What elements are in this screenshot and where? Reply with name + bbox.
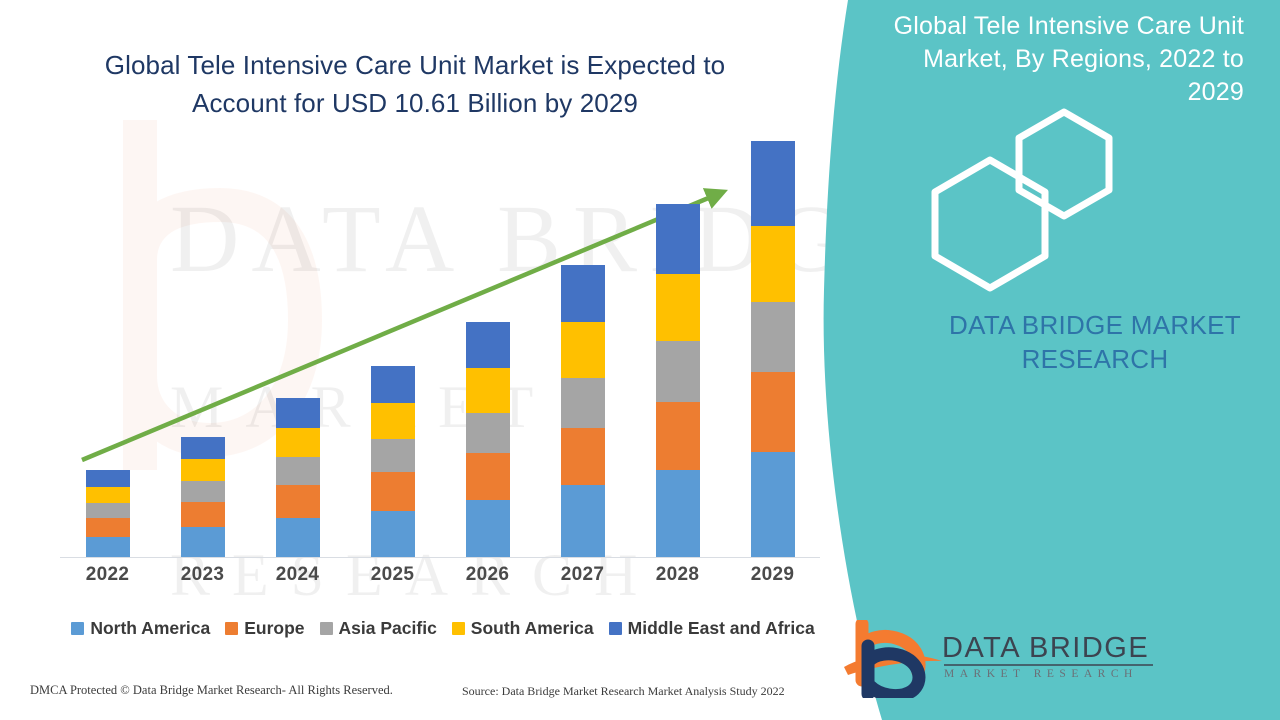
stacked-bar xyxy=(750,140,795,557)
bar-group-2027 xyxy=(535,150,630,557)
bar-group-2022 xyxy=(60,150,155,557)
legend-swatch-icon xyxy=(71,621,85,635)
chart-legend: North America Europe Asia Pacific South Ame… xyxy=(58,616,828,640)
stacked-bar xyxy=(560,264,605,557)
bar-segment xyxy=(370,438,415,472)
logo-divider xyxy=(944,664,1153,666)
legend-item[interactable]: South America xyxy=(451,617,594,639)
bar-segment xyxy=(180,527,225,557)
bar-segment xyxy=(275,457,320,485)
bar-segment xyxy=(85,486,130,504)
legend-swatch-icon xyxy=(319,621,333,635)
bar-segment xyxy=(560,484,605,557)
bar-segment xyxy=(750,451,795,557)
stacked-bar-chart: 2022 2023 2024 2025 2026 2027 2028 2029 xyxy=(60,140,820,585)
bar-segment xyxy=(370,403,415,439)
bar-segment xyxy=(750,301,795,373)
bar-segment xyxy=(750,140,795,226)
bar-segment xyxy=(465,412,510,454)
dmca-notice: DMCA Protected © Data Bridge Market Rese… xyxy=(30,683,393,697)
x-axis-line xyxy=(60,557,820,558)
bar-segment xyxy=(85,536,130,557)
x-axis-label-2024: 2024 xyxy=(275,564,320,585)
bar-segment xyxy=(655,470,700,557)
bar-segment xyxy=(370,510,415,557)
legend-label: North America xyxy=(90,617,211,638)
x-axis-label-2022: 2022 xyxy=(85,564,130,585)
bar-segment xyxy=(85,518,130,537)
bar-group-2023 xyxy=(155,150,250,557)
bar-segment xyxy=(85,470,130,487)
bar-group-2028 xyxy=(630,150,725,557)
bar-segment xyxy=(275,427,320,458)
stacked-bar xyxy=(180,436,225,557)
logo-title: DATA BRIDGE xyxy=(942,632,1150,664)
bar-segment xyxy=(655,273,700,341)
x-axis-label-2023: 2023 xyxy=(180,564,225,585)
source-note: Source: Data Bridge Market Research Mark… xyxy=(462,684,785,698)
x-axis-label-2028: 2028 xyxy=(655,564,700,585)
bar-segment xyxy=(465,322,510,369)
bar-segment xyxy=(370,471,415,511)
stacked-bar xyxy=(275,397,320,557)
bar-segment xyxy=(560,322,605,378)
bar-segment xyxy=(275,484,320,519)
legend-label: Europe xyxy=(244,617,305,638)
bar-segment xyxy=(560,377,605,428)
bar-segment xyxy=(750,372,795,452)
bar-group-2026 xyxy=(440,150,535,557)
legend-swatch-icon xyxy=(608,621,622,635)
bar-segment xyxy=(465,453,510,500)
legend-swatch-icon xyxy=(451,621,465,635)
brand-panel: Global Tele Intensive Care Unit Market, … xyxy=(810,0,1280,720)
legend-label: Middle East and Africa xyxy=(627,617,815,638)
bar-segment xyxy=(180,501,225,528)
bar-segment xyxy=(465,368,510,413)
x-axis-label-2027: 2027 xyxy=(560,564,605,585)
bar-segment xyxy=(465,499,510,557)
legend-item[interactable]: Asia Pacific xyxy=(319,617,437,639)
stacked-bar xyxy=(465,322,510,557)
bar-group-2025 xyxy=(345,150,440,557)
legend-item[interactable]: North America xyxy=(71,618,210,639)
growth-arrow-icon xyxy=(81,188,728,463)
stacked-bar xyxy=(370,366,415,557)
bar-segment xyxy=(560,264,605,323)
stacked-bar xyxy=(655,203,700,557)
bar-segment xyxy=(370,366,415,404)
bar-group-2029 xyxy=(725,140,820,557)
bar-segment xyxy=(750,225,795,302)
x-axis-label-2025: 2025 xyxy=(370,564,415,585)
legend-item[interactable]: Europe xyxy=(225,617,305,639)
bar-segment xyxy=(180,481,225,502)
stacked-bar xyxy=(85,470,130,557)
bar-segment xyxy=(655,401,700,471)
legend-item[interactable]: Middle East and Africa xyxy=(608,617,815,639)
bar-segment xyxy=(275,518,320,557)
bar-segment xyxy=(180,458,225,482)
bar-series-container xyxy=(60,140,820,557)
bar-segment xyxy=(655,340,700,402)
bar-segment xyxy=(560,427,605,485)
bar-segment xyxy=(275,397,320,428)
legend-label: Asia Pacific xyxy=(338,617,437,638)
x-axis-label-2029: 2029 xyxy=(750,564,795,585)
bar-segment xyxy=(180,436,225,459)
data-bridge-logo: DATA BRIDGE MARKET RESEARCH xyxy=(820,618,1270,708)
legend-swatch-icon xyxy=(225,621,239,635)
brand-name: DATA BRIDGE MARKET RESEARCH xyxy=(949,310,1241,374)
page-title: Global Tele Intensive Care Unit Market i… xyxy=(104,50,726,118)
x-axis-label-2026: 2026 xyxy=(465,564,510,585)
bar-segment xyxy=(655,203,700,274)
logo-mark-icon xyxy=(844,620,942,698)
bar-segment xyxy=(85,503,130,519)
logo-subtitle: MARKET RESEARCH xyxy=(944,668,1138,680)
legend-label: South America xyxy=(470,617,594,638)
bar-group-2024 xyxy=(250,150,345,557)
panel-title: Global Tele Intensive Care Unit Market, … xyxy=(893,12,1244,106)
